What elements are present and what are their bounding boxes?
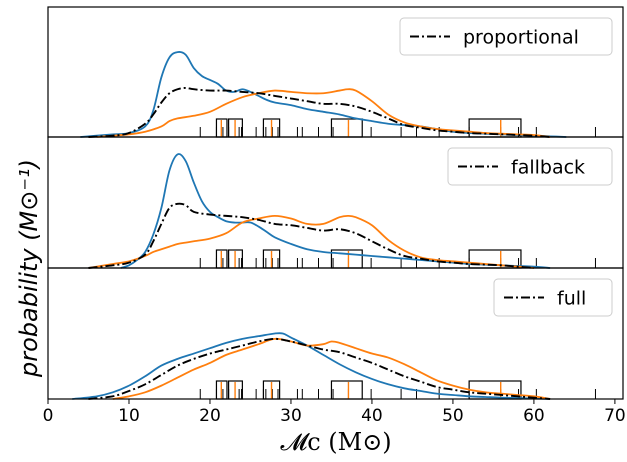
- y-axis-label: probability (M⊙⁻¹): [15, 159, 43, 378]
- x-tick-label-40: 40: [361, 406, 383, 426]
- legend-box: [447, 147, 613, 186]
- legend-label: full: [557, 288, 586, 310]
- series-orange-line: [112, 337, 551, 400]
- x-axis-label: 𝓜c (M⊙): [280, 428, 391, 456]
- panel-frame: [47, 267, 624, 400]
- legend-label: fallback: [511, 157, 585, 179]
- panel-2: fallback: [47, 136, 624, 269]
- legend-label: proportional: [463, 27, 579, 49]
- x-axis: 0 10 20 30 40 50 60 70: [43, 399, 626, 426]
- series-orange-line: [96, 88, 551, 138]
- legend-box: [399, 17, 613, 56]
- series-black-line: [88, 86, 551, 138]
- panel-3: full: [47, 267, 624, 400]
- x-tick-label-10: 10: [118, 406, 140, 426]
- legend: fallback: [447, 147, 613, 186]
- panels: proportional fallback full: [47, 6, 624, 400]
- series-black-line: [88, 202, 534, 269]
- x-tick-label-20: 20: [199, 406, 221, 426]
- x-tick-label-50: 50: [442, 406, 464, 426]
- series-black-line: [88, 337, 551, 400]
- x-tick-label-0: 0: [43, 406, 54, 426]
- series-blue-line: [72, 332, 551, 400]
- x-tick-label-30: 30: [280, 406, 302, 426]
- series-blue-line: [80, 51, 567, 138]
- series-orange-line: [88, 214, 534, 269]
- legend: full: [493, 278, 613, 317]
- legend-box: [493, 278, 613, 317]
- series-blue-line: [120, 153, 551, 269]
- legend: proportional: [399, 17, 613, 56]
- x-tick-label-70: 70: [604, 406, 626, 426]
- event-box-4: [330, 380, 363, 400]
- panel-1: proportional: [47, 6, 624, 138]
- event-box-4: [330, 118, 363, 138]
- x-tick-label-60: 60: [523, 406, 545, 426]
